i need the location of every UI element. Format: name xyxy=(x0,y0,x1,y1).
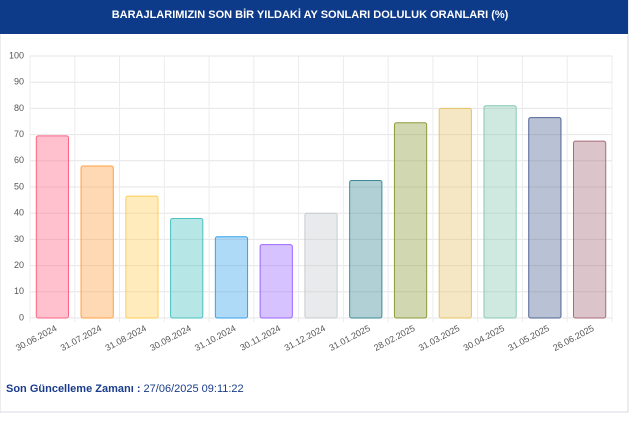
chart-title: BARAJLARIMIZIN SON BİR YILDAKİ AY SONLAR… xyxy=(112,8,509,21)
bar xyxy=(438,107,472,319)
bar xyxy=(349,179,383,319)
footer-value: 27/06/2025 09:11:22 xyxy=(144,383,244,395)
bar xyxy=(35,135,70,319)
panel xyxy=(0,0,629,413)
y-tick-label: 10 xyxy=(14,286,24,296)
footer: Son Güncelleme Zamanı : 27/06/2025 09:11… xyxy=(6,383,244,395)
bar xyxy=(572,140,607,319)
y-tick-label: 0 xyxy=(19,312,24,322)
bar xyxy=(214,236,249,319)
header-bar xyxy=(0,0,628,34)
y-tick-label: 30 xyxy=(14,234,24,244)
bar xyxy=(483,105,517,319)
y-tick-label: 100 xyxy=(9,50,24,60)
bar xyxy=(528,117,562,319)
y-tick-label: 70 xyxy=(14,129,24,139)
bar xyxy=(170,217,204,319)
y-tick-label: 90 xyxy=(14,77,24,87)
bar xyxy=(125,195,159,319)
y-tick-label: 80 xyxy=(14,103,24,113)
bar xyxy=(304,212,338,319)
footer-label: Son Güncelleme Zamanı : xyxy=(6,383,140,395)
bar xyxy=(259,244,293,319)
y-tick-label: 50 xyxy=(14,181,24,191)
bar xyxy=(393,122,428,319)
bar xyxy=(80,165,114,319)
y-tick-label: 40 xyxy=(14,208,24,218)
y-tick-label: 20 xyxy=(14,260,24,270)
y-tick-label: 60 xyxy=(14,155,24,165)
